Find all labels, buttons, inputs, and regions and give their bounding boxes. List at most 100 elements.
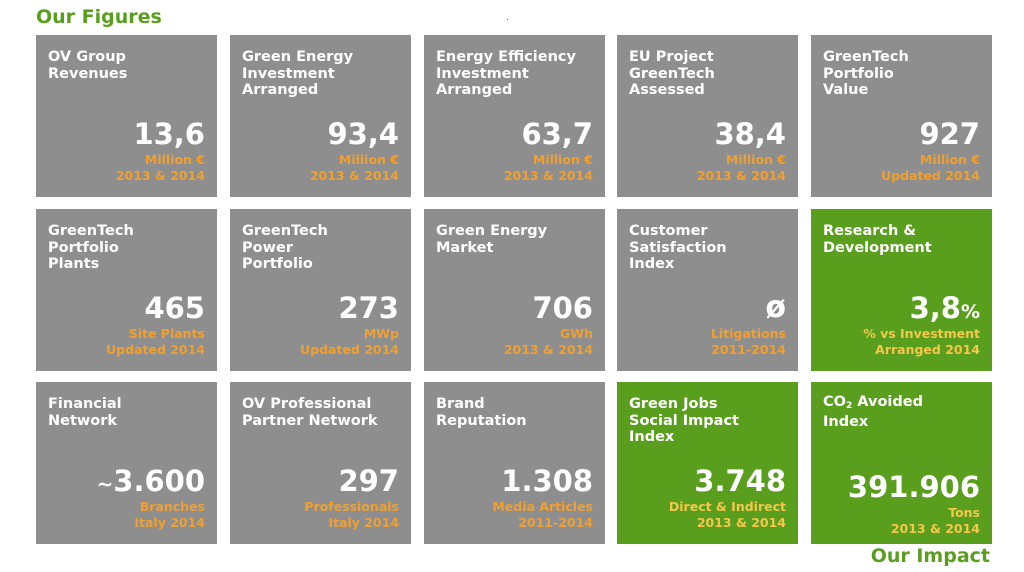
tile-unit: Tons	[948, 505, 980, 520]
tile-value-number: 3.600	[113, 464, 205, 498]
tile-unit: Media Articles	[492, 499, 593, 514]
tile-caption: Media Articles 2011-2014	[492, 499, 593, 531]
tile-period: Updated 2014	[299, 342, 399, 357]
tile-caption: MWp Updated 2014	[300, 326, 399, 358]
tile-co2-avoided-index: CO2 Avoided Index 391.906 Tons 2013 & 20…	[811, 382, 992, 544]
tile-value: ø	[765, 290, 786, 325]
co2-label-pre: CO	[823, 394, 846, 410]
tile-unit: Million €	[338, 152, 399, 167]
tile-period: Updated 2014	[880, 168, 980, 183]
decorative-dot	[507, 19, 508, 20]
tile-label: EU Project GreenTech Assessed	[629, 49, 715, 98]
tile-value-prefix: ~	[96, 472, 114, 496]
tile-value: ~3.600	[97, 464, 206, 501]
tile-period: 2013 & 2014	[696, 515, 786, 530]
tile-period: 2013 & 2014	[503, 342, 593, 357]
tile-greentech-power-portfolio: GreenTech Power Portfolio 273 MWp Update…	[230, 209, 411, 371]
tile-value: 706	[532, 291, 593, 325]
tile-label: Green Jobs Social Impact Index	[629, 396, 739, 445]
tile-ov-professional-partner-network: OV Professional Partner Network 297 Prof…	[230, 382, 411, 544]
tile-caption: GWh 2013 & 2014	[504, 326, 593, 358]
tile-period: Updated 2014	[105, 342, 205, 357]
tile-period: 2011-2014	[518, 515, 593, 530]
tile-value: 391.906	[847, 470, 980, 504]
tile-unit: Million €	[919, 152, 980, 167]
tile-green-jobs-social-impact: Green Jobs Social Impact Index 3.748 Dir…	[617, 382, 798, 544]
co2-label-subscript: 2	[845, 401, 853, 411]
tile-label: Brand Reputation	[436, 396, 527, 429]
tile-value: 465	[144, 291, 205, 325]
tile-label: Energy Efficiency Investment Arranged	[436, 49, 576, 98]
tile-value: 13,6	[133, 117, 205, 151]
tile-unit: Site Plants	[128, 326, 205, 341]
tile-caption: Tons 2013 & 2014	[891, 505, 980, 537]
tile-label: OV Professional Partner Network	[242, 396, 378, 429]
tile-caption: Litigations 2011-2014	[711, 326, 786, 358]
tile-greentech-portfolio-plants: GreenTech Portfolio Plants 465 Site Plan…	[36, 209, 217, 371]
tile-label: Research & Development	[823, 223, 932, 256]
tile-label: GreenTech Portfolio Plants	[48, 223, 134, 272]
tile-unit: Million €	[725, 152, 786, 167]
tile-greentech-portfolio-value: GreenTech Portfolio Value 927 Million € …	[811, 35, 992, 197]
tile-customer-satisfaction-index: Customer Satisfaction Index ø Litigation…	[617, 209, 798, 371]
tile-label: Green Energy Investment Arranged	[242, 49, 354, 98]
tile-caption: Million € 2013 & 2014	[504, 152, 593, 184]
tile-value-number: 3,8	[909, 291, 961, 325]
tile-period: 2013 & 2014	[115, 168, 205, 183]
tile-label: GreenTech Power Portfolio	[242, 223, 328, 272]
tile-label: CO2 Avoided Index	[823, 394, 984, 430]
tile-ov-group-revenues: OV Group Revenues 13,6 Million € 2013 & …	[36, 35, 217, 197]
footer-title: Our Impact	[870, 545, 990, 567]
tile-unit: MWp	[363, 326, 399, 341]
tile-value-suffix: %	[960, 301, 980, 323]
tile-period: 2013 & 2014	[309, 168, 399, 183]
tile-period: 2013 & 2014	[890, 521, 980, 536]
tile-label: Customer Satisfaction Index	[629, 223, 727, 272]
tile-unit: Million €	[532, 152, 593, 167]
tile-value: 93,4	[327, 117, 399, 151]
tile-label: OV Group Revenues	[48, 49, 128, 82]
tile-unit: Million €	[144, 152, 205, 167]
tile-period: Arranged 2014	[875, 342, 980, 357]
tile-caption: % vs Investment Arranged 2014	[863, 326, 980, 358]
tile-eu-project-greentech: EU Project GreenTech Assessed 38,4 Milli…	[617, 35, 798, 197]
tile-green-energy-market: Green Energy Market 706 GWh 2013 & 2014	[424, 209, 605, 371]
tile-period: 2013 & 2014	[503, 168, 593, 183]
tile-value: 297	[338, 464, 399, 498]
tile-caption: Site Plants Updated 2014	[106, 326, 205, 358]
tile-caption: Million € Updated 2014	[881, 152, 980, 184]
tile-value: 3.748	[694, 464, 786, 498]
tile-label: Financial Network	[48, 396, 122, 429]
tile-period: Italy 2014	[134, 515, 205, 530]
tile-value: 63,7	[521, 117, 593, 151]
tile-value: 1.308	[501, 464, 593, 498]
tile-caption: Million € 2013 & 2014	[697, 152, 786, 184]
tile-unit: % vs Investment	[863, 326, 980, 341]
tile-caption: Branches Italy 2014	[134, 499, 205, 531]
tile-green-energy-investment: Green Energy Investment Arranged 93,4 Mi…	[230, 35, 411, 197]
tile-value: 927	[919, 117, 980, 151]
tile-period: 2011-2014	[711, 342, 786, 357]
tile-label: Green Energy Market	[436, 223, 548, 256]
tile-period: Italy 2014	[328, 515, 399, 530]
tile-unit: Professionals	[304, 499, 399, 514]
tile-financial-network: Financial Network ~3.600 Branches Italy …	[36, 382, 217, 544]
tile-research-development: Research & Development 3,8% % vs Investm…	[811, 209, 992, 371]
tile-unit: GWh	[560, 326, 593, 341]
tile-value: 3,8%	[910, 291, 980, 329]
tile-energy-efficiency-investment: Energy Efficiency Investment Arranged 63…	[424, 35, 605, 197]
tile-unit: Litigations	[710, 326, 786, 341]
tile-brand-reputation: Brand Reputation 1.308 Media Articles 20…	[424, 382, 605, 544]
tile-caption: Professionals Italy 2014	[304, 499, 399, 531]
tile-value: 273	[338, 291, 399, 325]
tile-unit: Branches	[139, 499, 205, 514]
tile-period: 2013 & 2014	[696, 168, 786, 183]
tile-caption: Direct & Indirect 2013 & 2014	[669, 499, 786, 531]
tile-unit: Direct & Indirect	[668, 499, 786, 514]
co2-label-post: Avoided Index	[823, 394, 923, 430]
tile-label: GreenTech Portfolio Value	[823, 49, 909, 98]
page-title: Our Figures	[36, 6, 162, 28]
tile-caption: Million € 2013 & 2014	[310, 152, 399, 184]
tile-caption: Million € 2013 & 2014	[116, 152, 205, 184]
tile-value: 38,4	[714, 117, 786, 151]
